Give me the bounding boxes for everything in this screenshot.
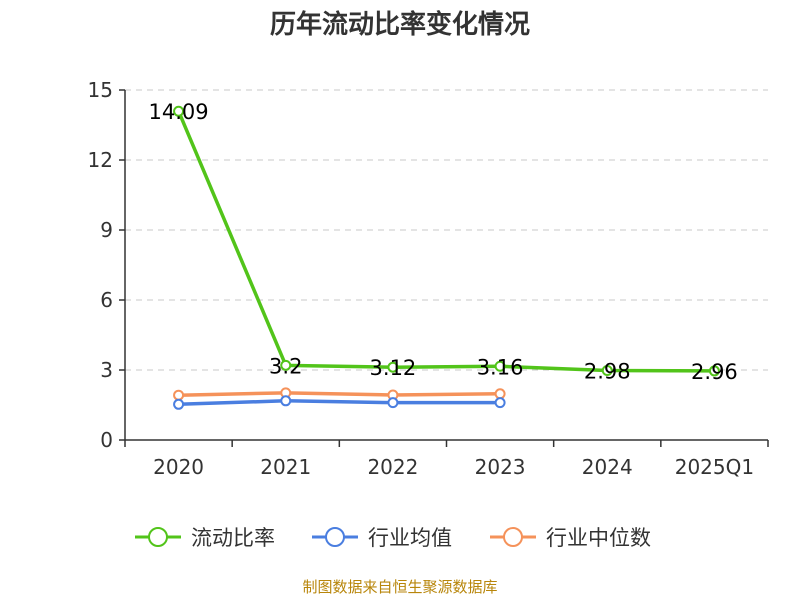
series-line [178, 399, 501, 407]
data-point [494, 388, 506, 400]
x-tick-label: 2024 [582, 455, 633, 479]
data-label: 2.96 [691, 360, 738, 384]
data-label: 3.16 [477, 355, 524, 379]
x-tick-label: 2025Q1 [675, 455, 754, 479]
series-line [176, 110, 715, 373]
data-point [387, 397, 399, 409]
data-label: 2.98 [584, 359, 631, 383]
x-tick-label: 2023 [475, 455, 526, 479]
legend-label: 流动比率 [191, 526, 275, 550]
data-point [708, 365, 720, 377]
legend-item[interactable]: 行业中位数 [490, 526, 651, 550]
x-tick-label: 2020 [153, 455, 204, 479]
data-point [387, 361, 399, 373]
data-point [173, 398, 185, 410]
series-2 [173, 387, 506, 401]
x-tick-label: 2022 [367, 455, 418, 479]
x-tick-label: 2021 [260, 455, 311, 479]
data-point [494, 397, 506, 409]
data-point [173, 105, 185, 117]
series-layer [173, 105, 720, 410]
y-tick-label: 0 [100, 428, 113, 452]
source-note: 制图数据来自恒生聚源数据库 [302, 578, 497, 596]
data-labels: 14.09 3.2 3.12 3.16 2.98 2.96 [149, 100, 738, 384]
series-1 [173, 395, 506, 410]
series-0 [173, 105, 720, 377]
legend-label: 行业中位数 [546, 526, 651, 550]
data-point [280, 395, 292, 407]
legend-label: 行业均值 [368, 526, 452, 550]
data-label: 3.2 [269, 354, 302, 378]
data-point [494, 360, 506, 372]
legend: 流动比率 行业均值 行业中位数 [135, 526, 651, 550]
data-point [280, 359, 292, 371]
series-line [178, 391, 501, 397]
legend-marker [148, 527, 168, 547]
legend-item[interactable]: 行业均值 [312, 526, 452, 550]
legend-item[interactable]: 流动比率 [135, 526, 275, 550]
data-point [173, 389, 185, 401]
legend-marker [325, 527, 345, 547]
legend-marker [503, 527, 523, 547]
y-tick-label: 6 [100, 288, 113, 312]
data-label: 3.12 [370, 356, 417, 380]
grid-lines [125, 89, 768, 371]
y-tick-label: 12 [88, 148, 113, 172]
axes: 0 3 6 9 12 15 2020 2021 2022 2023 2024 2025Q1 [88, 78, 769, 479]
y-tick-label: 9 [100, 218, 113, 242]
data-label: 14.09 [149, 100, 209, 124]
data-point [601, 364, 613, 376]
y-tick-label: 15 [88, 78, 113, 102]
chart-title: 历年流动比率变化情况 [270, 9, 530, 40]
y-tick-label: 3 [100, 358, 113, 382]
